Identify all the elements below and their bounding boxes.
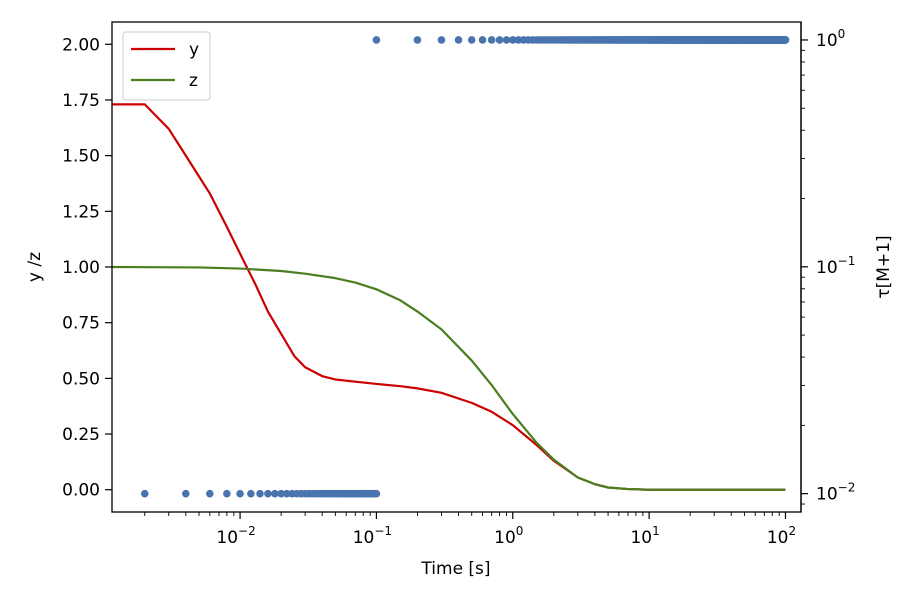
tau-point: [236, 489, 244, 498]
y-tick-label: 1.00: [62, 258, 100, 278]
y2-tick-label: 10−2: [816, 481, 855, 505]
tau-scatter-series: [140, 36, 790, 498]
line-series-group: [112, 103, 786, 491]
y-axis-title: y /z: [25, 252, 45, 282]
tau-point: [182, 489, 190, 498]
y-tick-label: 0.00: [62, 481, 100, 501]
tau-point: [781, 36, 790, 44]
x-tick-label: 10−1: [353, 524, 392, 548]
tau-point: [478, 36, 487, 44]
x-tick-label: 100: [494, 524, 523, 548]
y-tick-label: 1.75: [62, 91, 100, 111]
y-axis-right: 10−2 10−1 100: [800, 22, 855, 512]
line-series-y: [112, 103, 786, 491]
tau-point: [264, 489, 272, 498]
tau-point: [140, 489, 149, 498]
y-tick-label: 0.50: [62, 369, 100, 389]
tau-point: [413, 36, 422, 44]
tau-point: [372, 36, 381, 44]
tau-point: [247, 489, 255, 498]
y-tick-label: 2.00: [62, 35, 100, 55]
x-tick-label: 102: [767, 524, 796, 548]
tau-point: [437, 36, 446, 44]
tau-point: [256, 489, 264, 498]
tau-point: [223, 489, 231, 498]
tau-point: [206, 489, 214, 498]
line-series-z: [112, 265, 786, 491]
tau-point: [495, 36, 504, 44]
tau-point: [277, 489, 285, 498]
y2-tick-label: 100: [816, 27, 845, 51]
y2-axis-title: τ[M+1]: [874, 235, 894, 298]
tau-point: [467, 36, 476, 44]
legend-label-z: z: [189, 71, 198, 91]
x-tick-label: 10−2: [216, 524, 255, 548]
legend-label-y: y: [189, 40, 199, 60]
tau-point: [487, 36, 496, 44]
y-tick-label: 1.50: [62, 147, 100, 167]
x-axis-title: Time [s]: [420, 559, 490, 579]
tau-point: [508, 36, 517, 44]
y2-tick-label: 10−1: [816, 254, 855, 278]
y-tick-label: 0.75: [62, 314, 100, 334]
y-tick-label: 0.25: [62, 425, 100, 445]
legend: y z: [122, 31, 211, 101]
tau-point: [502, 36, 511, 44]
tau-point: [372, 489, 381, 498]
x-axis: 10−2 10−1 100 101 102: [144, 512, 796, 548]
tau-point: [271, 489, 279, 498]
tau-point: [454, 36, 463, 44]
x-tick-label: 101: [630, 524, 659, 548]
y-axis-left: 0.00 0.25 0.50 0.75 1.00 1.25 1.50 1.75 2.00: [62, 35, 112, 501]
y-tick-label: 1.25: [62, 202, 100, 222]
